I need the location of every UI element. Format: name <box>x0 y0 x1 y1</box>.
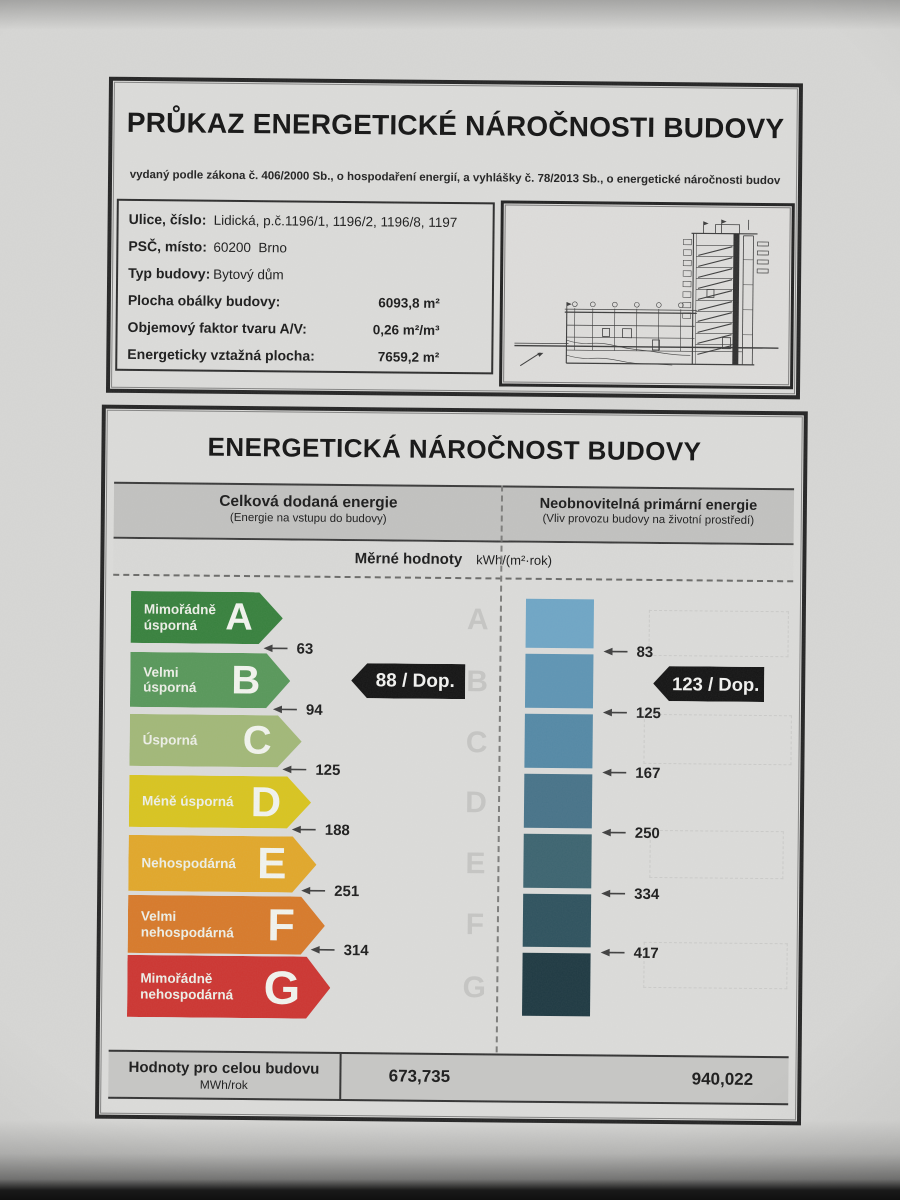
totals-row: Hodnoty pro celou budovu MWh/rok 673,735… <box>108 1049 789 1106</box>
class-label: Úsporná <box>142 732 198 748</box>
class-label: Nehospodárná <box>141 855 237 872</box>
left-arrow-icon <box>263 644 288 653</box>
energy-class-arrow-f: Velmi nehospodárná F <box>128 895 326 955</box>
building-info-table: Ulice, číslo: Lidická, p.č.1196/1, 1196/… <box>115 198 495 375</box>
column-header-delivered-energy: Celková dodaná energie (Energie na vstup… <box>219 492 398 526</box>
energy-class-arrow-a: Mimořádně úsporná A <box>131 591 283 644</box>
left-arrow-icon <box>310 945 335 954</box>
ghost-letter-d: D <box>465 786 488 820</box>
units-value: kWh/(m²·rok) <box>476 552 553 568</box>
left-arrow-icon <box>272 705 297 714</box>
energy-class-arrow-b: Velmi úsporná B <box>130 652 291 709</box>
units-label: Měrné hodnoty <box>354 550 463 569</box>
threshold-marker-right: 334 <box>599 885 659 903</box>
class-letter: D <box>250 778 282 826</box>
threshold-marker-left: 188 <box>290 821 350 839</box>
ghost-letter-f: F <box>465 908 485 942</box>
class-label: Mimořádně nehospodárná <box>140 970 234 1002</box>
ghost-letter-e: E <box>465 847 486 881</box>
energy-class-arrow-g: Mimořádně nehospodárná G <box>127 955 331 1019</box>
energy-class-arrow-d: Méně úsporná D <box>129 775 311 829</box>
ghost-letter-a: A <box>466 603 489 637</box>
primary-energy-band-a <box>525 598 595 649</box>
building-drawing-box <box>499 200 795 390</box>
class-letter: A <box>225 596 254 639</box>
info-row-city: PSČ, místo: 60200 Brno <box>128 237 288 256</box>
threshold-marker-right: 83 <box>601 643 653 660</box>
class-label: Méně úsporná <box>141 793 234 810</box>
ghost-letter-b: B <box>466 665 489 699</box>
certificate-header-box: PRŮKAZ ENERGETICKÉ NÁROČNOSTI BUDOVY vyd… <box>105 76 803 400</box>
print-bleed-artifact <box>643 713 792 766</box>
primary-energy-band-d <box>523 773 593 829</box>
column-header-primary-energy: Neobnovitelná primární energie (Vliv pro… <box>539 495 758 527</box>
building-section-drawing <box>514 219 779 367</box>
totals-unit: MWh/rok <box>199 1077 248 1093</box>
threshold-marker-left: 314 <box>309 941 369 959</box>
energy-rating-box: ENERGETICKÁ NÁROČNOST BUDOVY Celková dod… <box>95 404 808 1126</box>
class-letter: C <box>242 718 272 763</box>
primary-energy-band-e <box>523 833 592 889</box>
info-row-street: Ulice, číslo: Lidická, p.č.1196/1, 1196/… <box>128 210 458 231</box>
left-arrow-icon <box>282 765 307 774</box>
totals-label: Hodnoty pro celou budovu <box>128 1058 320 1078</box>
class-letter: G <box>263 960 301 1015</box>
info-row-type: Typ budovy: Bytový dům <box>128 264 284 283</box>
threshold-marker-right: 167 <box>600 764 660 782</box>
class-letter: F <box>267 899 296 951</box>
info-row-shape-factor: Objemový faktor tvaru A/V: 0,26 m²/m³ <box>127 318 440 338</box>
info-row-reference-area: Energeticky vztažná plocha: 7659,2 m² <box>127 345 440 365</box>
info-row-envelope-area: Plocha obálky budovy: 6093,8 m² <box>127 291 440 311</box>
threshold-marker-left: 63 <box>261 640 313 657</box>
print-bleed-artifact <box>649 829 784 880</box>
left-arrow-icon <box>603 647 628 656</box>
print-bleed-artifact <box>648 609 789 658</box>
totals-primary-energy-value: 940,022 <box>691 1069 754 1089</box>
primary-energy-band-f <box>522 893 592 948</box>
left-arrow-icon <box>600 948 625 957</box>
class-label: Mimořádně úsporná <box>143 601 216 633</box>
print-bleed-artifact <box>643 941 788 990</box>
left-arrow-icon <box>602 708 627 717</box>
left-arrow-icon <box>291 825 316 834</box>
energy-class-arrow-c: Úsporná C <box>129 714 301 768</box>
class-label: Velmi nehospodárná <box>140 908 234 940</box>
primary-energy-band-b <box>524 653 594 709</box>
section-title: ENERGETICKÁ NÁROČNOST BUDOVY <box>207 431 702 467</box>
ghost-letter-g: G <box>462 971 487 1005</box>
left-arrow-icon <box>601 828 626 837</box>
energy-class-arrow-e: Nehospodárná E <box>128 835 317 893</box>
totals-label-cell: Hodnoty pro celou budovu MWh/rok <box>108 1051 342 1099</box>
rating-badge-delivered-energy: 88 / Dop. <box>351 663 465 699</box>
units-row: Měrné hodnoty kWh/(m²·rok) <box>113 538 794 583</box>
rating-badge-primary-energy: 123 / Dop. <box>653 666 764 702</box>
primary-energy-band-g <box>522 952 591 1017</box>
left-arrow-icon <box>602 768 627 777</box>
document-title: PRŮKAZ ENERGETICKÉ NÁROČNOSTI BUDOVY <box>126 106 785 145</box>
threshold-marker-left: 251 <box>299 882 359 900</box>
class-label: Velmi úsporná <box>143 664 197 696</box>
ghost-letter-c: C <box>465 726 488 760</box>
left-arrow-icon <box>301 886 326 895</box>
threshold-marker-left: 94 <box>271 701 323 718</box>
primary-energy-band-c <box>524 713 593 769</box>
document-subtitle: vydaný podle zákona č. 406/2000 Sb., o h… <box>129 168 781 188</box>
class-letter: E <box>256 839 287 889</box>
totals-delivered-energy-value: 673,735 <box>388 1066 451 1087</box>
class-letter: B <box>231 657 261 703</box>
threshold-marker-left: 125 <box>280 761 340 778</box>
column-headers: Celková dodaná energie (Energie na vstup… <box>113 481 795 546</box>
left-arrow-icon <box>601 889 626 898</box>
